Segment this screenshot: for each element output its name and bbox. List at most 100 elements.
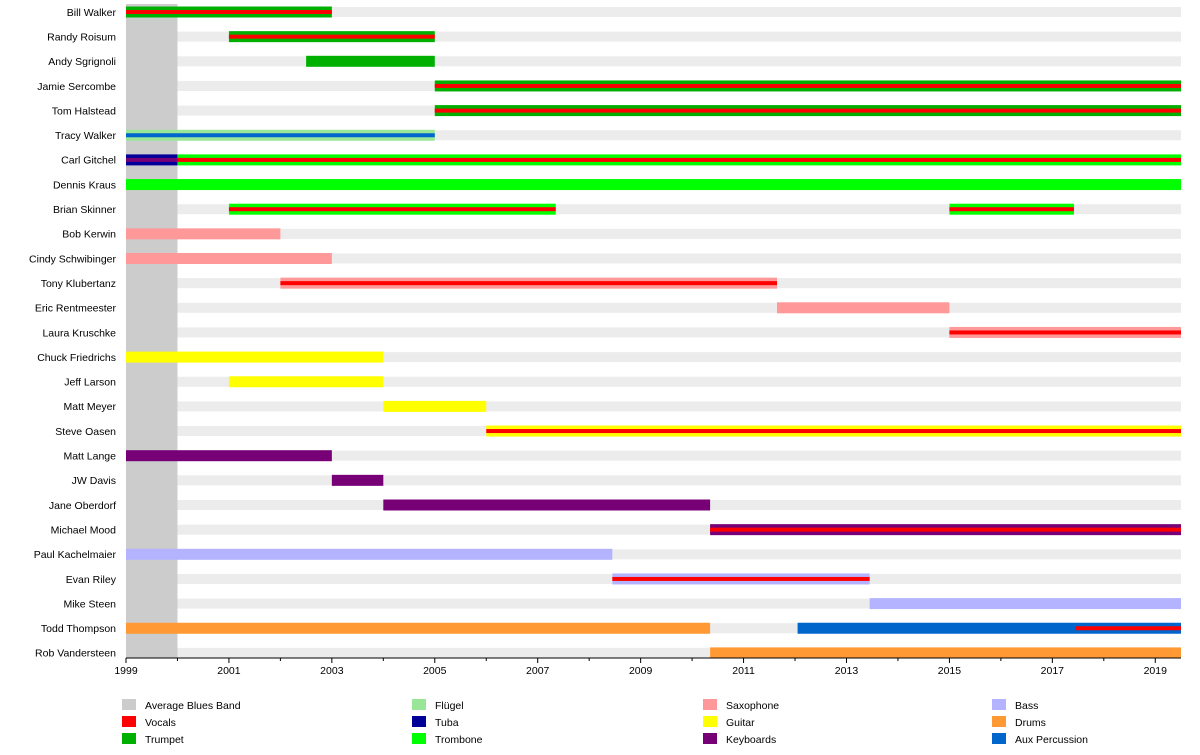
bar-dennis-kraus-trombone-0 bbox=[126, 179, 1181, 191]
legend-label-saxophone: Saxophone bbox=[726, 700, 779, 712]
tick-label-2011: 2011 bbox=[732, 665, 755, 677]
track-michael-mood bbox=[126, 524, 1181, 535]
tick-label-2019: 2019 bbox=[1144, 665, 1168, 677]
tick-label-2001: 2001 bbox=[217, 665, 241, 677]
track-brian-skinner bbox=[126, 204, 1181, 215]
legend-swatch-trombone bbox=[412, 733, 426, 744]
legend-swatch-trumpet bbox=[122, 733, 136, 744]
legend-swatch-guitar bbox=[703, 716, 717, 727]
tick-label-1999: 1999 bbox=[114, 665, 138, 677]
label-brian-skinner: Brian Skinner bbox=[53, 204, 117, 216]
label-paul-kachelmaier: Paul Kachelmaier bbox=[34, 549, 117, 561]
bar-mike-steen-bass-0 bbox=[869, 598, 1181, 610]
overlay-bill-walker-vocals-0 bbox=[126, 10, 332, 14]
bar-rob-vandersteen-drums-0 bbox=[710, 647, 1181, 659]
label-chuck-friedrichs: Chuck Friedrichs bbox=[37, 352, 116, 364]
label-michael-mood: Michael Mood bbox=[51, 524, 117, 536]
bar-matt-lange-keyboards-0 bbox=[126, 450, 332, 462]
tick-label-2005: 2005 bbox=[423, 665, 447, 677]
label-bill-walker: Bill Walker bbox=[67, 7, 117, 19]
era-band bbox=[126, 4, 178, 658]
legend-swatch-tuba bbox=[412, 716, 426, 727]
overlay-tracy-walker-aux-percussion-0 bbox=[126, 133, 435, 138]
track-eric-rentmeester bbox=[126, 302, 1181, 313]
overlay-tom-halstead-vocals-0 bbox=[434, 108, 1181, 113]
label-randy-roisum: Randy Roisum bbox=[47, 31, 116, 43]
member-labels: Bill Walker Randy Roisum Andy Sgrignoli Jam… bbox=[29, 7, 117, 660]
legend-label-average-blues-band: Average Blues Band bbox=[145, 700, 241, 712]
track-randy-roisum bbox=[126, 31, 1181, 42]
track-mike-steen bbox=[126, 598, 1181, 609]
legend-swatch-saxophone bbox=[703, 699, 717, 710]
bar-todd-thompson-drums-0 bbox=[126, 622, 711, 634]
legend-swatch-bass bbox=[992, 699, 1006, 710]
track-matt-lange bbox=[126, 450, 1181, 461]
label-eric-rentmeester: Eric Rentmeester bbox=[35, 303, 117, 315]
overlay-carl-gitchel-vocals-1 bbox=[177, 157, 1182, 162]
overlay-laura-kruschke-vocals-0 bbox=[949, 330, 1181, 335]
overlay-brian-skinner-vocals-0 bbox=[228, 207, 556, 212]
legend-label-trumpet: Trumpet bbox=[145, 734, 184, 746]
legend-label-vocals: Vocals bbox=[145, 717, 176, 729]
label-matt-meyer: Matt Meyer bbox=[63, 401, 116, 413]
label-todd-thompson: Todd Thompson bbox=[41, 623, 116, 635]
x-axis: 1999 2001 2003 2005 2007 2009 2011 2013 2015 2017… bbox=[114, 657, 1181, 677]
tick-label-2017: 2017 bbox=[1041, 665, 1065, 677]
tick-label-2003: 2003 bbox=[320, 665, 344, 677]
overlay-tony-klubertanz-vocals-0 bbox=[280, 281, 778, 286]
overlay-jamie-sercombe-vocals-0 bbox=[434, 83, 1181, 88]
track-andy-sgrignoli bbox=[126, 56, 1181, 67]
bar-eric-rentmeester-saxophone-0 bbox=[777, 302, 950, 314]
track-tracy-walker bbox=[126, 130, 1181, 141]
label-tracy-walker: Tracy Walker bbox=[55, 130, 117, 142]
tick-label-2013: 2013 bbox=[835, 665, 859, 677]
label-bob-kerwin: Bob Kerwin bbox=[62, 229, 116, 241]
overlay-michael-mood-vocals-0 bbox=[710, 527, 1181, 532]
label-jeff-larson: Jeff Larson bbox=[64, 377, 116, 389]
label-rob-vandersteen: Rob Vandersteen bbox=[35, 648, 116, 660]
bar-bob-kerwin-saxophone-0 bbox=[126, 228, 281, 240]
overlay-brian-skinner-vocals-1 bbox=[949, 207, 1074, 212]
label-steve-oasen: Steve Oasen bbox=[55, 426, 116, 438]
tick-label-2009: 2009 bbox=[629, 665, 653, 677]
bar-jw-davis-keyboards-0 bbox=[331, 474, 384, 486]
legend-swatch-average-blues-band bbox=[122, 699, 136, 710]
tick-label-2015: 2015 bbox=[938, 665, 962, 677]
bar-jeff-larson-guitar-0 bbox=[228, 376, 384, 388]
legend-label-aux-percussion: Aux Percussion bbox=[1015, 734, 1088, 746]
track-cindy-schwibinger bbox=[126, 253, 1181, 264]
legend-label-drums: Drums bbox=[1015, 717, 1046, 729]
bar-matt-meyer-guitar-0 bbox=[383, 400, 487, 412]
track-jw-davis bbox=[126, 475, 1181, 486]
track-jeff-larson bbox=[126, 376, 1181, 387]
tick-label-2007: 2007 bbox=[526, 665, 550, 677]
legend-swatch-flugel bbox=[412, 699, 426, 710]
label-evan-riley: Evan Riley bbox=[66, 574, 117, 586]
label-jamie-sercombe: Jamie Sercombe bbox=[37, 81, 116, 93]
label-jane-oberdorf: Jane Oberdorf bbox=[49, 500, 116, 512]
member-bars bbox=[126, 6, 1182, 659]
label-jw-davis: JW Davis bbox=[72, 475, 116, 487]
legend-label-trombone: Trombone bbox=[435, 734, 483, 746]
bar-chuck-friedrichs-guitar-0 bbox=[126, 351, 384, 363]
label-andy-sgrignoli: Andy Sgrignoli bbox=[48, 56, 116, 68]
label-tony-klubertanz: Tony Klubertanz bbox=[41, 278, 116, 290]
legend-swatch-aux-percussion bbox=[992, 733, 1006, 744]
legend-label-guitar: Guitar bbox=[726, 717, 755, 729]
track-bob-kerwin bbox=[126, 228, 1181, 239]
overlay-steve-oasen-vocals-0 bbox=[486, 429, 1181, 434]
label-matt-lange: Matt Lange bbox=[63, 451, 116, 463]
overlay-todd-thompson-vocals-0 bbox=[1075, 626, 1181, 631]
legend-swatch-keyboards bbox=[703, 733, 717, 744]
label-dennis-kraus: Dennis Kraus bbox=[53, 179, 116, 191]
legend-swatch-vocals bbox=[122, 716, 136, 727]
overlay-randy-roisum-vocals-0 bbox=[228, 34, 435, 39]
track-chuck-friedrichs bbox=[126, 352, 1181, 363]
bar-andy-sgrignoli-trumpet-0 bbox=[306, 55, 435, 67]
track-rob-vandersteen bbox=[126, 647, 1181, 658]
bar-paul-kachelmaier-bass-0 bbox=[126, 548, 613, 560]
track-bill-walker bbox=[126, 7, 1181, 17]
legend-label-tuba: Tuba bbox=[435, 717, 459, 729]
track-laura-kruschke bbox=[126, 327, 1181, 338]
